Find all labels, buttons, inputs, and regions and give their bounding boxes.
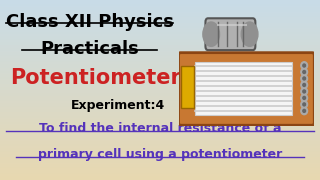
Circle shape [303, 96, 306, 99]
Text: Experiment:4: Experiment:4 [71, 99, 165, 112]
FancyBboxPatch shape [205, 18, 255, 50]
Circle shape [301, 68, 308, 76]
Circle shape [203, 22, 220, 46]
Circle shape [303, 71, 306, 73]
Text: primary cell using a potentiometer: primary cell using a potentiometer [38, 148, 282, 161]
Circle shape [303, 90, 306, 93]
Text: To find the internal resistance of a: To find the internal resistance of a [39, 122, 281, 135]
Circle shape [303, 64, 306, 67]
Text: Practicals: Practicals [40, 40, 139, 58]
Circle shape [303, 84, 306, 86]
Circle shape [303, 109, 306, 112]
Circle shape [301, 88, 308, 95]
Text: Class XII Physics: Class XII Physics [6, 13, 173, 31]
Circle shape [301, 62, 308, 69]
Circle shape [303, 103, 306, 106]
Circle shape [301, 81, 308, 89]
Circle shape [301, 101, 308, 108]
Circle shape [301, 107, 308, 115]
Bar [180, 66, 194, 108]
Circle shape [241, 22, 258, 46]
FancyBboxPatch shape [179, 53, 314, 125]
Bar [195, 62, 292, 115]
Text: Potentiometer: Potentiometer [11, 68, 181, 88]
Circle shape [303, 77, 306, 80]
Circle shape [301, 94, 308, 102]
Circle shape [301, 75, 308, 82]
